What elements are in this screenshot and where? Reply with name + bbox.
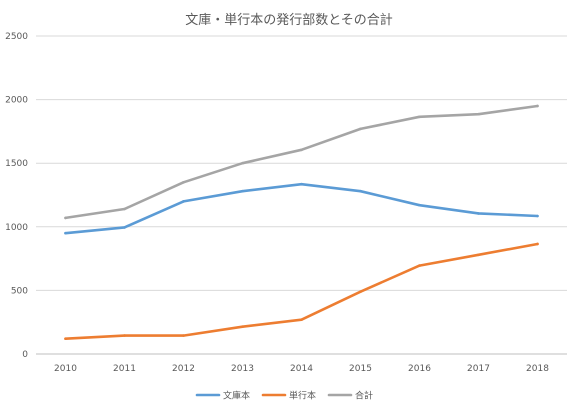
data-point [123, 207, 126, 211]
y-tick-label: 0 [22, 350, 28, 360]
x-tick-label: 2018 [526, 364, 549, 374]
data-point [182, 180, 185, 184]
data-point [300, 182, 303, 186]
data-point [477, 253, 480, 257]
x-tick-label: 2017 [467, 364, 490, 374]
legend-label: 合計 [355, 390, 373, 402]
data-point [359, 290, 362, 293]
data-point [300, 318, 303, 321]
data-point [123, 226, 126, 229]
data-point [64, 337, 67, 341]
data-point [536, 242, 539, 246]
y-tick-label: 2000 [5, 96, 28, 106]
legend: 文庫本 単行本 合計 [195, 390, 373, 402]
series-line-2 [64, 104, 539, 220]
data-point [241, 161, 244, 165]
x-tick-label: 2010 [54, 364, 77, 374]
axes: 0 500 1000 1500 2000 2500 2010 2011 2012 2013 2014… [5, 32, 567, 374]
data-point [359, 127, 362, 131]
y-tick-label: 1500 [5, 159, 28, 169]
data-point [477, 112, 480, 116]
data-point [300, 148, 303, 152]
series-lines [64, 104, 539, 341]
x-tick-label: 2011 [113, 364, 136, 374]
x-tick-label: 2016 [408, 364, 431, 374]
data-point [418, 203, 421, 207]
x-tick-label: 2015 [349, 364, 372, 374]
data-point [418, 264, 421, 267]
data-point [123, 334, 126, 337]
x-tick-label: 2012 [172, 364, 195, 374]
legend-label: 単行本 [289, 390, 316, 402]
x-tick-label: 2014 [290, 364, 313, 374]
data-point [418, 115, 421, 119]
y-tick-label: 1000 [5, 223, 28, 233]
series-line-1 [64, 242, 539, 341]
data-point [241, 325, 244, 328]
data-point [536, 214, 539, 218]
data-point [536, 104, 539, 108]
data-point [359, 189, 362, 193]
data-point [477, 212, 480, 215]
x-tick-label: 2013 [231, 364, 254, 374]
data-point [64, 216, 67, 220]
data-point [182, 334, 185, 337]
data-point [182, 200, 185, 203]
data-point [241, 189, 244, 193]
series-line-0 [64, 182, 539, 235]
y-tick-label: 500 [11, 286, 28, 296]
legend-label: 文庫本 [223, 390, 250, 402]
y-tick-label: 2500 [5, 32, 28, 42]
chart-title: 文庫・単行本の発行部数とその合計 [185, 12, 393, 28]
data-point [64, 231, 67, 235]
